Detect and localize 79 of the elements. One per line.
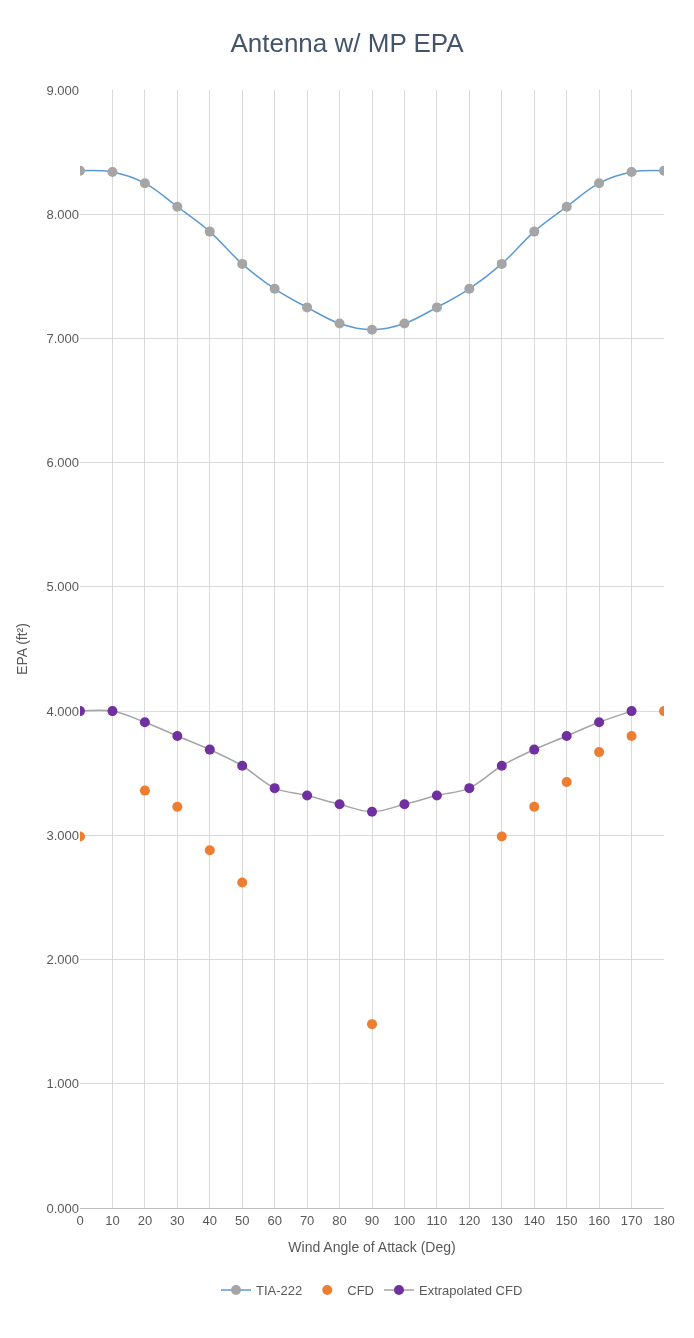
point xyxy=(496,258,507,269)
point xyxy=(139,717,150,728)
x-tick-label: 140 xyxy=(523,1212,546,1228)
x-tick-label: 90 xyxy=(364,1212,380,1228)
point xyxy=(529,226,540,237)
point xyxy=(561,201,572,212)
point xyxy=(626,730,637,741)
x-tick-label: 20 xyxy=(137,1212,153,1228)
chart-title: Antenna w/ MP EPA xyxy=(230,27,465,58)
point xyxy=(561,776,572,787)
point xyxy=(367,324,377,335)
point xyxy=(496,831,507,842)
point xyxy=(431,302,442,313)
point xyxy=(594,178,605,189)
x-tick-label: 80 xyxy=(332,1212,347,1228)
point xyxy=(464,283,475,294)
y-tick-label: 9.000 xyxy=(46,82,79,98)
legend-label: CFD xyxy=(347,1283,374,1299)
y-tick-label: 7.000 xyxy=(46,330,79,346)
point xyxy=(399,318,410,329)
point xyxy=(399,799,410,810)
point xyxy=(464,783,475,794)
legend-label: Extrapolated CFD xyxy=(418,1283,523,1299)
point xyxy=(561,730,572,741)
point xyxy=(172,801,183,812)
point xyxy=(139,178,150,189)
y-axis-title: EPA (ft²) xyxy=(14,623,31,675)
x-tick-label: 60 xyxy=(267,1212,282,1228)
point xyxy=(269,783,280,794)
x-axis-title: Wind Angle of Attack (Deg) xyxy=(288,1238,456,1255)
point xyxy=(529,801,540,812)
point xyxy=(594,747,605,758)
point xyxy=(107,706,118,717)
x-tick-label: 100 xyxy=(393,1212,416,1228)
point xyxy=(626,166,637,177)
point xyxy=(496,760,507,771)
point xyxy=(237,760,248,771)
point xyxy=(237,258,248,269)
point xyxy=(269,283,280,294)
x-tick-label: 110 xyxy=(426,1212,448,1228)
legend-label: TIA-222 xyxy=(256,1283,303,1299)
y-tick-label: 1.000 xyxy=(46,1076,79,1092)
y-tick-label: 8.000 xyxy=(46,206,79,222)
x-tick-label: 40 xyxy=(202,1212,218,1228)
point xyxy=(431,790,442,801)
point xyxy=(139,785,150,796)
point xyxy=(107,166,118,177)
point xyxy=(302,302,313,313)
y-tick-label: 0.000 xyxy=(46,1200,79,1216)
x-tick-label: 150 xyxy=(555,1212,578,1228)
x-tick-label: 70 xyxy=(299,1212,315,1228)
x-tick-label: 120 xyxy=(458,1212,481,1228)
y-tick-label: 6.000 xyxy=(46,455,79,471)
point xyxy=(334,318,345,329)
x-tick-label: 170 xyxy=(620,1212,643,1228)
x-tick-label: 10 xyxy=(105,1212,120,1228)
y-tick-label: 4.000 xyxy=(46,703,79,719)
point xyxy=(594,717,605,728)
point xyxy=(237,877,248,888)
x-tick-label: 50 xyxy=(234,1212,250,1228)
y-tick-label: 3.000 xyxy=(46,827,79,843)
point xyxy=(302,790,313,801)
point xyxy=(204,226,215,237)
point xyxy=(334,799,345,810)
point xyxy=(204,744,215,755)
point xyxy=(172,201,183,212)
point xyxy=(204,845,215,856)
point xyxy=(626,706,637,717)
point xyxy=(172,730,183,741)
x-tick-label: 0 xyxy=(76,1212,84,1228)
y-tick-label: 5.000 xyxy=(46,579,79,595)
x-tick-label: 180 xyxy=(653,1212,675,1228)
point xyxy=(529,744,540,755)
x-tick-label: 160 xyxy=(588,1212,610,1228)
point xyxy=(367,1019,377,1030)
x-tick-label: 30 xyxy=(170,1212,185,1228)
y-tick-label: 2.000 xyxy=(46,952,79,968)
x-tick-label: 130 xyxy=(490,1212,513,1228)
point xyxy=(367,806,377,817)
